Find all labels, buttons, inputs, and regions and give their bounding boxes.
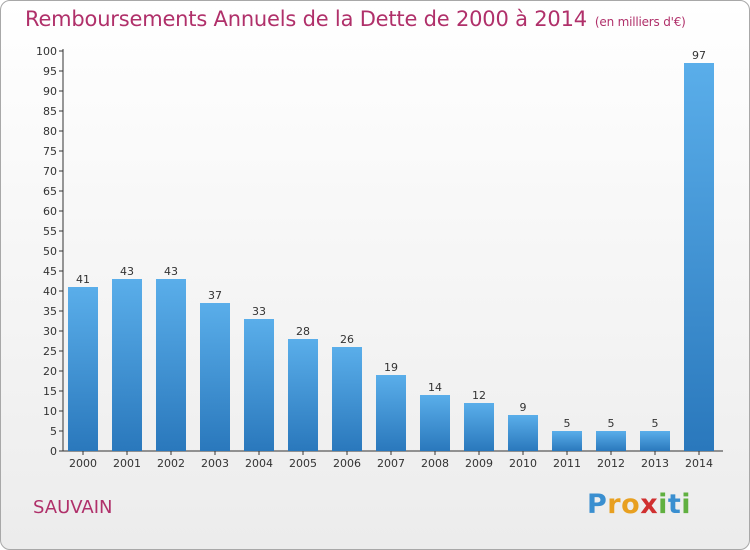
bar xyxy=(640,431,670,451)
logo-letter: i xyxy=(658,489,668,520)
data-label: 97 xyxy=(692,49,706,62)
y-tick-label: 0 xyxy=(50,445,57,458)
x-tick-label: 2008 xyxy=(421,457,449,470)
x-tick-label: 2007 xyxy=(377,457,405,470)
data-label: 43 xyxy=(120,265,134,278)
data-label: 41 xyxy=(76,273,90,286)
data-label: 9 xyxy=(520,401,527,414)
y-tick-label: 75 xyxy=(43,145,57,158)
bar xyxy=(244,319,274,451)
data-label: 5 xyxy=(608,417,615,430)
y-tick-label: 10 xyxy=(43,405,57,418)
x-tick-label: 2006 xyxy=(333,457,361,470)
y-tick-label: 90 xyxy=(43,85,57,98)
logo-letter: P xyxy=(587,489,608,520)
y-tick-label: 100 xyxy=(36,45,57,58)
data-label: 5 xyxy=(652,417,659,430)
commune-name: SAUVAIN xyxy=(33,497,113,518)
y-tick-label: 15 xyxy=(43,385,57,398)
bar xyxy=(508,415,538,451)
data-label: 26 xyxy=(340,333,354,346)
data-label: 37 xyxy=(208,289,222,302)
y-tick-label: 60 xyxy=(43,205,57,218)
bar xyxy=(112,279,142,451)
bar xyxy=(376,375,406,451)
title-unit: (en milliers d'€) xyxy=(594,15,686,29)
data-label: 5 xyxy=(564,417,571,430)
y-tick-label: 30 xyxy=(43,325,57,338)
x-tick-label: 2010 xyxy=(509,457,537,470)
bar xyxy=(332,347,362,451)
data-label: 19 xyxy=(384,361,398,374)
proxiti-logo: Proxiti xyxy=(587,489,691,520)
x-axis: 2000 2001 2002 2003 2004 2005 2006 2007 2008 2009… xyxy=(63,450,723,470)
x-tick-label: 2003 xyxy=(201,457,229,470)
bar xyxy=(156,279,186,451)
y-tick-label: 45 xyxy=(43,265,57,278)
y-tick-label: 70 xyxy=(43,165,57,178)
x-tick-label: 2009 xyxy=(465,457,493,470)
bar xyxy=(552,431,582,451)
bars: 41 43 43 37 33 28 26 19 14 12 9 5 5 5 97 xyxy=(68,49,714,451)
logo-letter: x xyxy=(640,489,659,520)
x-tick-label: 2000 xyxy=(69,457,97,470)
data-label: 28 xyxy=(296,325,310,338)
data-label: 33 xyxy=(252,305,266,318)
bar xyxy=(200,303,230,451)
y-tick-label: 80 xyxy=(43,125,57,138)
logo-letter: r xyxy=(607,489,622,520)
y-tick-label: 25 xyxy=(43,345,57,358)
bar xyxy=(68,287,98,451)
logo-letter: o xyxy=(621,489,641,520)
x-tick-label: 2005 xyxy=(289,457,317,470)
y-tick-label: 95 xyxy=(43,65,57,78)
x-tick-label: 2012 xyxy=(597,457,625,470)
y-tick-label: 20 xyxy=(43,365,57,378)
chart-title: Remboursements Annuels de la Dette de 20… xyxy=(25,7,686,31)
bar xyxy=(420,395,450,451)
y-tick-label: 55 xyxy=(43,225,57,238)
x-tick-label: 2001 xyxy=(113,457,141,470)
x-tick-label: 2011 xyxy=(553,457,581,470)
y-axis: 0 5 10 15 20 25 30 35 40 45 50 55 60 65 70 75 80 85 90 95 10… xyxy=(36,45,64,458)
y-tick-label: 35 xyxy=(43,305,57,318)
bar xyxy=(596,431,626,451)
logo-letter: i xyxy=(681,489,692,520)
x-tick-label: 2002 xyxy=(157,457,185,470)
y-tick-label: 40 xyxy=(43,285,57,298)
data-label: 12 xyxy=(472,389,486,402)
bar xyxy=(464,403,494,451)
x-tick-label: 2004 xyxy=(245,457,273,470)
y-tick-label: 85 xyxy=(43,105,57,118)
y-tick-label: 65 xyxy=(43,185,57,198)
x-tick-label: 2014 xyxy=(685,457,713,470)
bar xyxy=(288,339,318,451)
y-tick-label: 5 xyxy=(50,425,57,438)
x-tick-label: 2013 xyxy=(641,457,669,470)
data-label: 14 xyxy=(428,381,442,394)
logo-letter: t xyxy=(667,489,682,520)
y-tick-label: 50 xyxy=(43,245,57,258)
title-text: Remboursements Annuels de la Dette de 20… xyxy=(25,7,587,31)
data-label: 43 xyxy=(164,265,178,278)
bar xyxy=(684,63,714,451)
